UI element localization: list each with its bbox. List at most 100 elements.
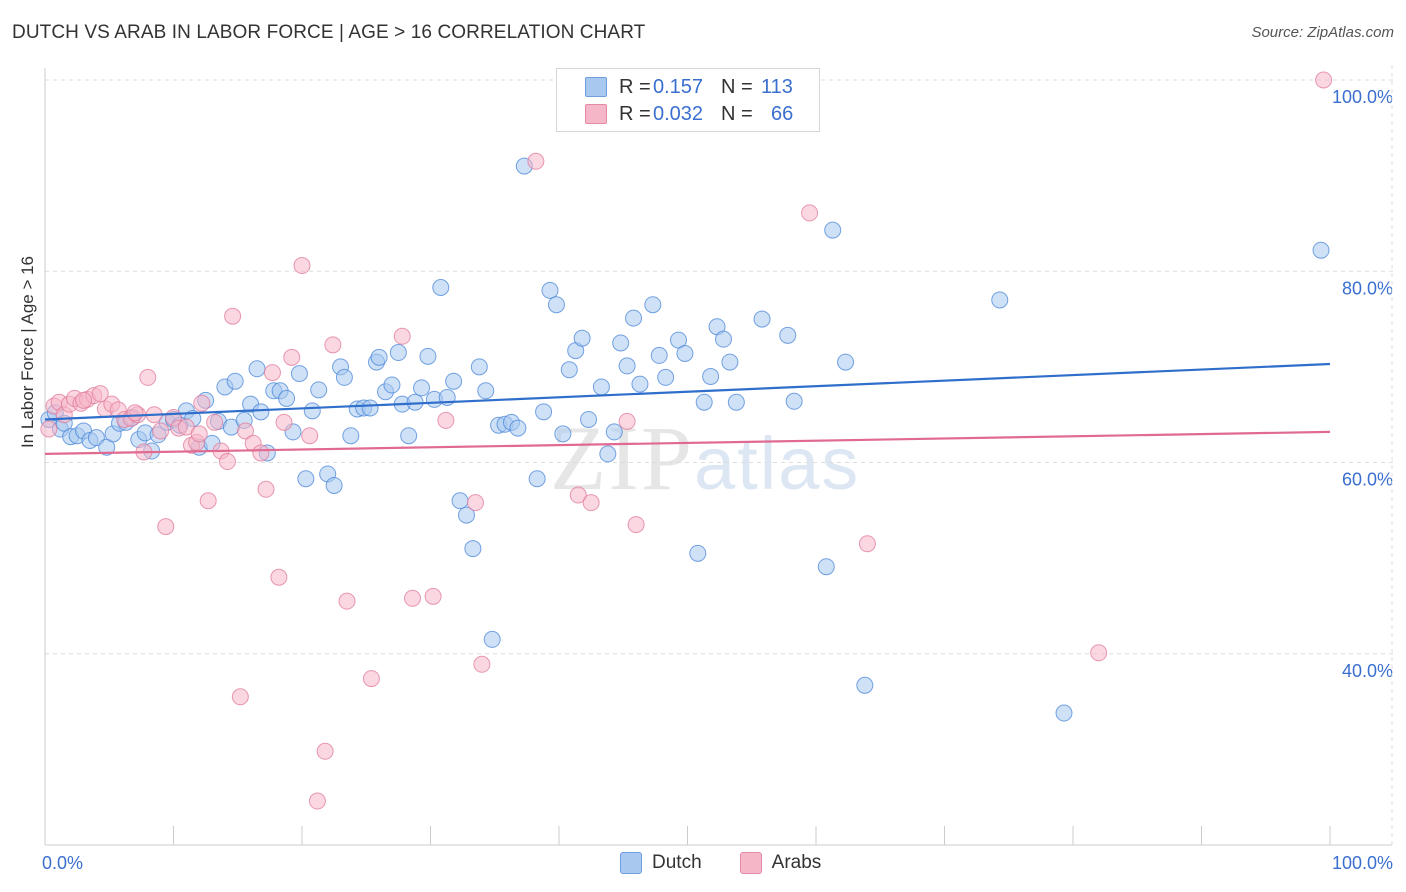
data-point-arabs: [206, 413, 224, 431]
trend-line-arabs: [44, 430, 1331, 455]
data-point-arabs: [224, 307, 242, 325]
data-point-arabs: [569, 486, 587, 504]
data-point-dutch: [727, 393, 745, 411]
series-swatch-arabs: [739, 852, 762, 874]
data-point-dutch: [547, 296, 565, 314]
data-point-arabs: [252, 444, 270, 462]
data-point-arabs: [236, 422, 254, 440]
y-axis-label: In Labor Force | Age > 16: [18, 255, 37, 448]
legend-row-dutch: R = 0.157 N = 113: [585, 74, 793, 100]
data-point-dutch: [631, 375, 649, 393]
data-point-arabs: [75, 391, 93, 409]
data-point-dutch: [650, 346, 668, 364]
stats-legend: R = 0.157 N = 113 R = 0.032 N = 66: [556, 68, 820, 132]
data-point-dutch: [464, 540, 482, 558]
data-point-arabs: [858, 535, 876, 553]
data-point-arabs: [199, 492, 217, 510]
data-point-arabs: [627, 516, 645, 534]
data-point-dutch: [856, 676, 874, 694]
data-point-dutch: [676, 344, 694, 362]
y-tick-label: 60.0%: [1342, 470, 1393, 490]
data-point-dutch: [580, 410, 598, 428]
data-point-dutch: [695, 393, 713, 411]
data-point-dutch: [445, 372, 463, 390]
data-point-dutch: [721, 353, 739, 371]
data-point-dutch: [342, 427, 360, 445]
data-point-arabs: [157, 518, 175, 536]
data-point-arabs: [257, 480, 275, 498]
data-point-dutch: [554, 425, 572, 443]
data-point-dutch: [528, 470, 546, 488]
data-point-dutch: [470, 358, 488, 376]
legend-n-value-dutch: 113: [761, 75, 793, 98]
data-point-arabs: [324, 336, 342, 354]
data-point-dutch: [457, 506, 475, 524]
data-point-dutch: [612, 334, 630, 352]
data-point-dutch: [535, 403, 553, 421]
data-point-dutch: [1055, 704, 1073, 722]
data-point-arabs: [582, 494, 600, 512]
data-point-dutch: [837, 353, 855, 371]
data-point-dutch: [483, 630, 501, 648]
legend-swatch-dutch: [585, 77, 607, 97]
data-point-dutch: [370, 348, 388, 366]
data-point-arabs: [139, 368, 157, 386]
legend-n-label: N =: [721, 75, 753, 98]
data-point-dutch: [278, 389, 296, 407]
series-legend-dutch[interactable]: Dutch: [620, 852, 702, 874]
series-label-arabs: Arabs: [771, 852, 822, 873]
data-point-dutch: [779, 326, 797, 344]
y-tick-label: 80.0%: [1342, 278, 1393, 298]
data-point-dutch: [290, 365, 308, 383]
data-point-arabs: [308, 792, 326, 810]
data-point-arabs: [40, 420, 58, 438]
data-point-dutch: [560, 361, 578, 379]
legend-r-label: R =: [619, 102, 651, 125]
legend-swatch-arabs: [585, 104, 607, 124]
data-point-dutch: [599, 445, 617, 463]
data-point-dutch: [824, 221, 842, 239]
data-point-arabs: [263, 364, 281, 382]
data-point-arabs: [231, 688, 249, 706]
data-point-dutch: [325, 476, 343, 494]
data-point-arabs: [466, 494, 484, 512]
series-swatch-dutch: [620, 852, 642, 874]
chart-title: DUTCH VS ARAB IN LABOR FORCE | AGE > 16 …: [12, 22, 646, 43]
data-point-dutch: [335, 368, 353, 386]
legend-n-value-arabs: 66: [771, 102, 794, 125]
legend-r-value-dutch: 0.157: [653, 75, 704, 98]
data-point-dutch: [625, 309, 643, 327]
y-tick-label: 100.0%: [1332, 87, 1393, 107]
data-point-dutch: [477, 382, 495, 400]
data-point-arabs: [152, 422, 170, 440]
data-point-dutch: [618, 357, 636, 375]
x-tick-label-min: 0.0%: [42, 853, 83, 873]
data-point-dutch: [541, 281, 559, 299]
data-point-dutch: [400, 427, 418, 445]
data-point-dutch: [817, 558, 835, 576]
data-point-dutch: [389, 344, 407, 362]
trend-line-dutch: [44, 362, 1331, 421]
data-point-arabs: [437, 411, 455, 429]
data-point-arabs: [293, 257, 311, 275]
data-point-arabs: [270, 568, 288, 586]
data-point-arabs: [126, 404, 144, 422]
data-point-arabs: [91, 385, 109, 403]
data-point-dutch: [252, 403, 270, 421]
data-point-dutch: [592, 378, 610, 396]
source-label: Source: ZipAtlas.com: [1251, 24, 1394, 41]
legend-r-value-arabs: 0.032: [653, 102, 704, 125]
data-point-arabs: [193, 394, 211, 412]
data-point-dutch: [785, 392, 803, 410]
data-point-arabs: [275, 413, 293, 431]
watermark-atlas: atlas: [694, 422, 861, 505]
series-legend-arabs[interactable]: Arabs: [739, 852, 822, 874]
data-point-dutch: [419, 347, 437, 365]
data-point-dutch: [714, 330, 732, 348]
data-point-arabs: [190, 425, 208, 443]
data-point-arabs: [1315, 71, 1333, 89]
data-point-arabs: [362, 670, 380, 688]
series-label-dutch: Dutch: [652, 852, 702, 873]
data-point-arabs: [338, 592, 356, 610]
